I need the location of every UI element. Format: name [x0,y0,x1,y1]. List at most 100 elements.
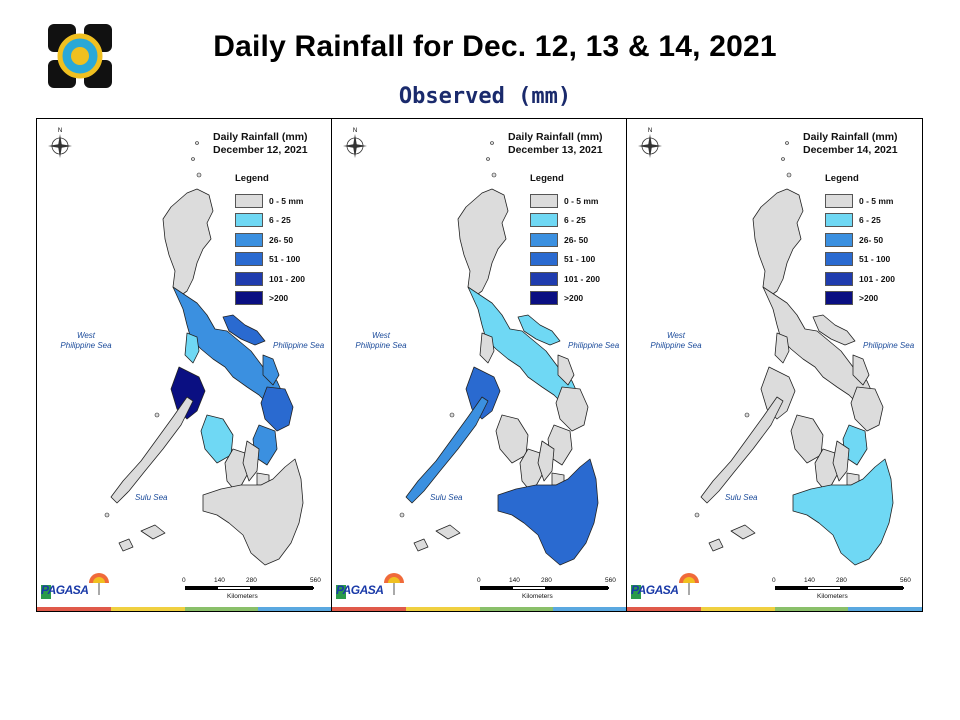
province-region-mindanao [792,458,894,566]
philippines-map [399,141,599,566]
legend-swatch [530,193,558,208]
west-philippine-sea-label: West Philippine Sea [60,331,112,350]
legend-swatch [530,213,558,228]
legend-swatch [530,291,558,306]
scale-tick-label: 0 [477,577,481,584]
scale-bar-graphic [775,586,904,590]
province-region-leyte [842,424,868,466]
province-region-marinduque [184,332,200,364]
legend-swatch [825,193,853,208]
legend-swatch [235,193,263,208]
rainfall-map-dec-14: N Daily Rainfall (mm) December 14, 2021 L… [626,118,923,612]
legend-label: 51 - 100 [269,254,301,265]
province-region-palawan [700,396,784,504]
map-title: Daily Rainfall (mm) December 14, 2021 [803,131,898,156]
legend-title: Legend [235,173,269,184]
islet [694,512,700,518]
color-strip [627,607,922,611]
scale-unit-label: Kilometers [817,593,848,600]
scale-tick-label: 140 [214,577,225,584]
scale-bar: 0 140 280 560 Kilometers [772,577,915,607]
color-strip [332,607,627,611]
strip-segment [774,607,849,611]
scale-bar-graphic [185,586,314,590]
strip-segment [700,607,775,611]
pagasa-logo: PAGASA [336,571,416,603]
legend-item: 26- 50 [235,230,305,250]
province-region-north-luzon [162,188,214,298]
province-region-catanduanes [557,354,575,386]
strip-segment [848,607,922,611]
islet [744,412,750,418]
svg-text:N: N [353,128,357,134]
strip-segment [37,607,111,611]
map-title: Daily Rainfall (mm) December 12, 2021 [213,131,308,156]
svg-text:N: N [58,128,62,134]
compass-rose-icon: N [635,125,665,161]
legend-label: >200 [859,293,879,304]
color-strip [37,607,332,611]
legend-item: 0 - 5 mm [530,191,600,211]
map-title: Daily Rainfall (mm) December 13, 2021 [508,131,603,156]
legend-swatch [825,291,853,306]
rainfall-map-dec-13: N Daily Rainfall (mm) December 13, 2021 L… [331,118,628,612]
province-region-mindoro [465,366,501,420]
province-region-catanduanes [262,354,280,386]
scale-tick-label: 140 [804,577,815,584]
scale-bar-graphic [480,586,609,590]
legend-label: 0 - 5 mm [564,195,599,206]
province-region-mindanao [202,458,304,566]
philippines-map [104,141,304,566]
province-region-palawan [405,396,489,504]
page-title: Daily Rainfall for Dec. 12, 13 & 14, 202… [213,30,777,63]
scale-tick-label: 140 [509,577,520,584]
legend-label: 6 - 25 [564,215,586,226]
islet [104,512,110,518]
province-region-samar [555,386,589,432]
legend-title: Legend [825,173,859,184]
islet [781,157,785,161]
legend-swatch [235,213,263,228]
province-region-bicol-east [812,314,856,346]
legend-swatch [530,232,558,247]
legend-item: 101 - 200 [825,269,895,289]
province-region-north-luzon [457,188,509,298]
province-region-tawi-tawi [708,538,724,552]
legend-label: 101 - 200 [269,273,305,284]
province-region-cebu [242,440,260,482]
strip-segment [405,607,480,611]
legend-label: 6 - 25 [269,215,291,226]
legend-swatch [235,271,263,286]
strip-segment [627,607,701,611]
legend-swatch [825,271,853,286]
strip-segment [479,607,554,611]
legend-swatch [235,252,263,267]
province-region-samar [850,386,884,432]
province-region-marinduque [479,332,495,364]
legend-swatch [235,291,263,306]
legend-label: 26- 50 [269,234,294,245]
legend-item: 26- 50 [530,230,600,250]
pagasa-logo: PAGASA [41,571,121,603]
scale-tick-label: 560 [605,577,616,584]
west-philippine-sea-label: West Philippine Sea [650,331,702,350]
rainfall-map-dec-12: N Daily Rainfall (mm) December 12, 2021 L… [36,118,333,612]
islet [196,172,202,178]
scale-tick-label: 560 [310,577,321,584]
legend-label: 26- 50 [859,234,884,245]
legend-item: 0 - 5 mm [235,191,305,211]
scale-tick-label: 0 [182,577,186,584]
strip-segment [258,607,332,611]
province-region-sulu [140,524,166,540]
legend-item: 51 - 100 [825,250,895,270]
province-region-bicol-east [222,314,266,346]
legend-label: 101 - 200 [564,273,600,284]
philippine-sea-label: Philippine Sea [273,341,325,350]
legend-item: 101 - 200 [530,269,600,289]
legend-item: 101 - 200 [235,269,305,289]
legend-item: 51 - 100 [530,250,600,270]
province-region-mindoro [760,366,796,420]
pagasa-emblem-icon [631,573,699,599]
legend: 0 - 5 mm 6 - 25 26- 50 51 - 100 101 - 200 >20… [235,191,305,308]
province-region-mindoro [170,366,206,420]
